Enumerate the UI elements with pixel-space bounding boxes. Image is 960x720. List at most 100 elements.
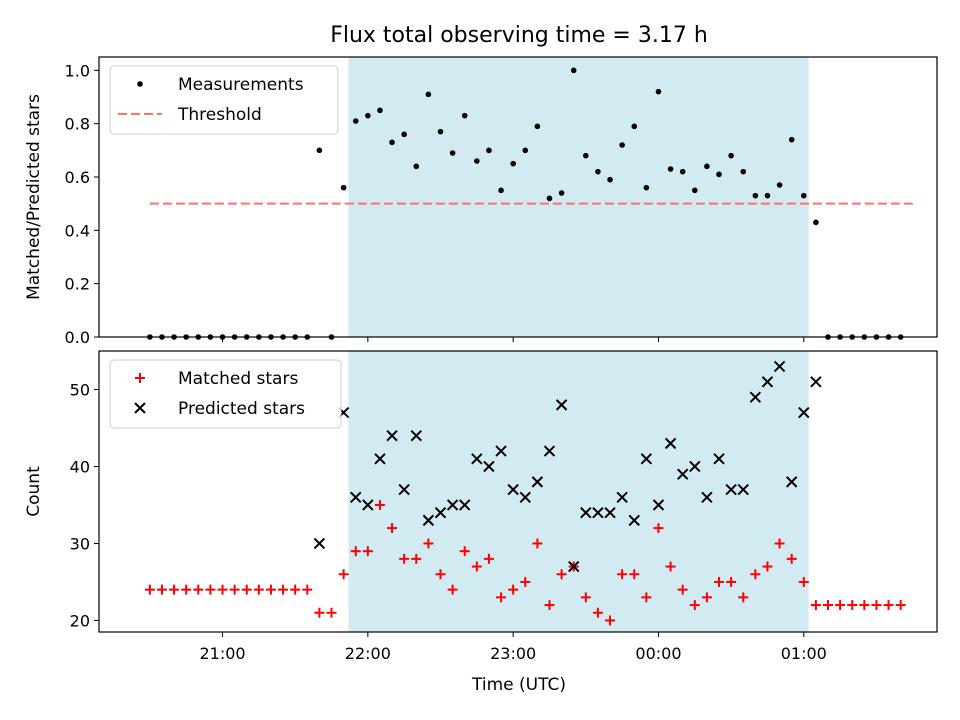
matched-marker [544,600,555,611]
matched-marker [302,584,313,595]
matched-marker [290,584,301,595]
predicted-marker [507,483,519,496]
data-point [752,192,759,199]
data-point [389,139,395,146]
matched-marker [496,592,507,603]
data-point [704,163,710,170]
predicted-marker [749,391,762,403]
data-point [546,195,553,202]
y-tick-label: 0.6 [65,168,90,187]
data-point [655,88,662,95]
predicted-marker [773,360,786,373]
legend: Matched stars Predicted stars [109,359,342,429]
predicted-marker [785,476,798,488]
predicted-marker [410,429,422,442]
predicted-marker [362,499,374,511]
data-point [437,128,444,135]
predicted-marker [676,468,689,480]
x-tick-label: 22:00 [345,644,391,663]
predicted-marker [737,483,749,496]
matched-marker [253,584,264,595]
predicted-marker [640,453,653,465]
matched-marker [689,600,700,611]
matched-marker [665,561,676,572]
matched-marker [859,600,870,611]
x-tick-label: 21:00 [199,644,245,663]
predicted-marker [543,445,556,457]
predicted-marker [374,453,386,465]
data-point [788,136,795,143]
predicted-marker [810,376,822,388]
matched-marker [314,607,325,618]
x-tick-label: 01:00 [781,644,827,663]
matched-marker [350,546,361,557]
matched-marker [205,584,216,595]
predicted-marker [664,437,677,450]
y-axis-label: Count [24,466,44,517]
y-tick-label: 20 [70,611,90,630]
predicted-marker [580,506,592,519]
matched-marker [193,584,204,595]
y-tick-label: 0.2 [65,275,90,294]
matched-marker [738,592,749,603]
predicted-marker [592,506,604,519]
legend-label: Threshold [177,105,262,125]
data-point [486,147,492,154]
data-point [558,190,565,196]
legend: Measurements Threshold [109,65,339,135]
shaded-interval [348,57,809,337]
data-point [740,168,747,175]
data-point [413,163,420,170]
predicted-marker [604,506,616,519]
data-point [595,168,601,175]
matched-marker [326,607,337,618]
matched-marker [471,561,482,572]
matched-marker [483,553,494,564]
axes-frame [98,350,938,633]
y-tick-label: 40 [70,457,90,476]
predicted-marker [471,453,483,465]
matched-marker [459,546,470,557]
matched-marker [835,600,846,611]
data-point [607,176,613,183]
predicted-marker [398,483,410,496]
data-point [534,123,541,130]
legend-marker-matched [135,373,145,383]
data-point [401,131,407,138]
data-point [728,152,734,159]
matched-marker [532,538,543,549]
matched-marker [338,569,349,580]
predicted-marker [350,491,362,503]
matched-marker [883,600,894,611]
data-point [474,158,480,164]
matched-marker [847,600,858,611]
matched-marker [714,576,725,587]
matched-marker [241,584,252,595]
legend-box [109,65,339,135]
data-point [667,166,674,172]
matched-marker [701,592,712,603]
predicted-marker [701,491,713,503]
predicted-marker [519,491,531,503]
matched-marker [387,523,398,534]
data-point [619,142,625,148]
data-point [813,219,819,226]
legend-marker-predicted [134,402,146,414]
data-point [643,184,650,191]
y-tick-label: 0.8 [65,115,90,134]
legend-marker-measurements [137,81,143,87]
matched-marker [144,584,155,595]
matched-marker [677,584,688,595]
matched-marker [605,615,616,626]
matched-marker [871,600,882,611]
legend-label: Matched stars [178,369,298,389]
data-point [570,67,577,74]
data-point [764,192,771,199]
chart-title: Flux total observing time = 3.17 h [330,23,708,48]
y-tick-label: 0.4 [65,221,90,240]
data-point [498,187,504,194]
data-point [340,184,347,191]
predicted-marker [725,483,737,496]
legend-box [109,359,342,429]
